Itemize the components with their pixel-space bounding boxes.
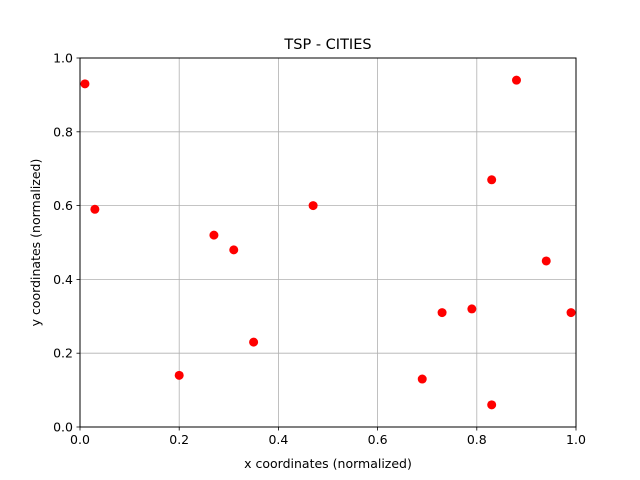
y-tick-label: 0.4 xyxy=(53,272,73,287)
city-point xyxy=(90,204,100,214)
chart-title: TSP - CITIES xyxy=(283,37,371,53)
x-tick-label: 0.0 xyxy=(70,432,90,447)
city-point xyxy=(209,230,219,240)
city-point xyxy=(229,245,239,255)
x-tick-label: 0.6 xyxy=(368,432,388,447)
x-tick-label: 0.8 xyxy=(467,432,487,447)
x-tick-label: 0.4 xyxy=(268,432,288,447)
axis-ticks: 0.0 0.2 0.4 0.6 0.8 1.0 0.0 0.2 0.4 0.6 0.8 1.0 xyxy=(53,51,586,448)
y-tick-label: 0.0 xyxy=(53,420,73,435)
city-point xyxy=(80,79,90,89)
city-point xyxy=(308,201,318,211)
city-point xyxy=(487,400,497,410)
city-point xyxy=(566,308,576,318)
plot-frame xyxy=(79,57,577,428)
city-point xyxy=(541,256,551,266)
x-axis-label: x coordinates (normalized) xyxy=(244,456,412,471)
x-tick-label: 1.0 xyxy=(566,432,586,447)
city-point xyxy=(174,370,184,380)
city-point xyxy=(437,308,447,318)
grid xyxy=(79,57,577,428)
city-point xyxy=(511,75,521,85)
y-axis-label: y coordinates (normalized) xyxy=(28,159,43,327)
y-tick-label: 0.8 xyxy=(53,124,73,139)
city-point xyxy=(417,374,427,384)
x-tick-label: 0.2 xyxy=(169,432,189,447)
y-tick-label: 0.6 xyxy=(53,198,73,213)
city-point xyxy=(249,337,259,347)
y-tick-label: 0.2 xyxy=(53,346,73,361)
y-tick-label: 1.0 xyxy=(53,51,73,66)
city-point xyxy=(467,304,477,314)
data-points xyxy=(80,75,576,410)
city-point xyxy=(487,175,497,185)
